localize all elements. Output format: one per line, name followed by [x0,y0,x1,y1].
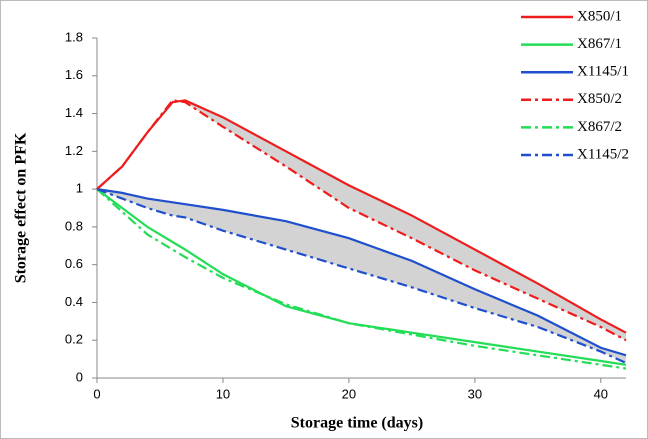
y-tick-label: 0.6 [65,256,83,271]
y-tick-label: 0.8 [65,218,83,233]
y-tick-label: 1 [76,181,83,196]
y-tick-label: 1.6 [65,67,83,82]
y-tick-label: 0.2 [65,332,83,347]
x-tick-label: 30 [468,386,482,401]
series-line [96,188,627,370]
y-tick-label: 1.2 [65,143,83,158]
x-tick-label: 40 [594,386,608,401]
legend-label: X867/1 [577,36,622,52]
series-line [96,188,627,366]
y-axis-title: Storage effect on PFK [13,132,30,283]
series-line [96,99,627,334]
series-line [96,188,627,364]
x-axis-title: Storage time (days) [291,415,423,432]
y-tick-label: 0 [76,369,83,384]
y-tick-label: 1.4 [65,105,83,120]
series-line [96,99,627,342]
y-tick-label: 1.8 [65,29,83,44]
legend-label: X1145/1 [577,64,629,80]
x-tick-label: 20 [342,386,356,401]
legend-label: X1145/2 [577,146,629,162]
x-tick-label: 0 [93,386,100,401]
x-tick-label: 10 [216,386,230,401]
legend-label: X850/1 [577,8,622,24]
legend-label: X850/2 [577,91,622,107]
y-tick-label: 0.4 [65,294,83,309]
legend-label: X867/2 [577,119,622,135]
shaded-band [97,189,626,363]
series-line [96,188,627,357]
